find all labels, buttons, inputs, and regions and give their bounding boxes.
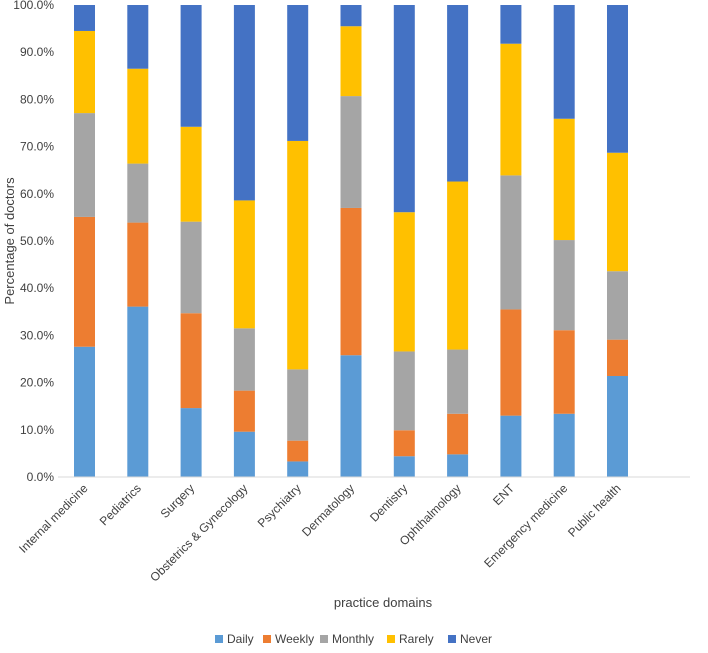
bar-segment-never bbox=[340, 5, 362, 27]
y-tick-label: 40.0% bbox=[20, 281, 54, 295]
bar-segment-daily bbox=[393, 456, 415, 477]
x-category-label: Obstetrics & Gynecology bbox=[147, 481, 250, 584]
y-tick-label: 80.0% bbox=[20, 92, 54, 106]
bar-segment-rarely bbox=[180, 126, 202, 222]
bar-segment-weekly bbox=[127, 222, 149, 307]
bar-segment-daily bbox=[287, 461, 309, 477]
bar-segment-never bbox=[607, 5, 628, 153]
bar-segment-daily bbox=[180, 408, 202, 477]
y-axis-ticks: 0.0% 10.0% 20.0% 30.0% 40.0% 50.0% 60.0% 70.0% 8… bbox=[13, 0, 54, 484]
y-tick-label: 70.0% bbox=[20, 140, 54, 154]
y-tick-label: 50.0% bbox=[20, 234, 54, 248]
legend-swatch-daily bbox=[215, 635, 223, 643]
bars-group bbox=[74, 5, 628, 477]
bar-segment-never bbox=[127, 5, 149, 69]
bar-segment-weekly bbox=[74, 216, 95, 347]
legend-swatch-monthly bbox=[320, 635, 328, 643]
legend-swatch-rarely bbox=[387, 635, 395, 643]
bar-segment-weekly bbox=[607, 339, 628, 376]
y-tick-label: 10.0% bbox=[20, 423, 54, 437]
bar-segment-never bbox=[74, 5, 95, 31]
x-category-label: Surgery bbox=[158, 481, 198, 521]
bar-segment-weekly bbox=[500, 309, 522, 416]
x-category-label: Public health bbox=[565, 481, 623, 539]
bar-segment-monthly bbox=[340, 96, 362, 208]
bar-segment-daily bbox=[607, 375, 628, 477]
bar-segment-weekly bbox=[447, 413, 469, 455]
y-tick-label: 0.0% bbox=[27, 470, 55, 484]
bar-segment-daily bbox=[553, 413, 575, 477]
bar-segment-rarely bbox=[287, 140, 309, 370]
legend-label-never: Never bbox=[460, 632, 492, 646]
bar-segment-monthly bbox=[500, 175, 522, 310]
bar-segment-monthly bbox=[447, 349, 469, 414]
y-tick-label: 20.0% bbox=[20, 376, 54, 390]
bar-segment-never bbox=[180, 5, 202, 127]
bar-segment-never bbox=[393, 5, 415, 213]
legend-swatch-never bbox=[448, 635, 456, 643]
bar-segment-rarely bbox=[340, 26, 362, 97]
bar-segment-monthly bbox=[287, 369, 309, 441]
bar-segment-rarely bbox=[74, 30, 95, 114]
bar-segment-monthly bbox=[393, 351, 415, 431]
bar-segment-daily bbox=[233, 431, 255, 477]
y-tick-label: 60.0% bbox=[20, 187, 54, 201]
x-axis-category-labels: Internal medicine Pediatrics SurgeryObstet… bbox=[16, 481, 624, 585]
bar-segment-monthly bbox=[233, 328, 255, 391]
y-tick-label: 90.0% bbox=[20, 45, 54, 59]
x-category-label: Internal medicine bbox=[16, 481, 91, 556]
x-category-label: Dentistry bbox=[367, 481, 410, 524]
bar-segment-monthly bbox=[180, 221, 202, 314]
y-axis-title: Percentage of doctors bbox=[2, 177, 17, 305]
x-category-label: ENT bbox=[490, 481, 517, 508]
x-category-label: Psychiatry bbox=[255, 481, 304, 530]
bar-segment-rarely bbox=[233, 200, 255, 329]
bar-segment-rarely bbox=[607, 152, 628, 272]
y-tick-label: 100.0% bbox=[13, 0, 54, 12]
legend: Daily Weekly Monthly Rarely Never bbox=[215, 632, 492, 646]
bar-segment-daily bbox=[127, 306, 149, 477]
bar-segment-rarely bbox=[553, 118, 575, 241]
bar-segment-daily bbox=[340, 355, 362, 477]
bar-segment-weekly bbox=[233, 390, 255, 432]
bar-segment-rarely bbox=[393, 212, 415, 352]
bar-segment-monthly bbox=[553, 240, 575, 331]
legend-label-daily: Daily bbox=[227, 632, 254, 646]
bar-segment-never bbox=[287, 5, 309, 141]
bar-segment-never bbox=[500, 5, 522, 44]
y-tick-label: 30.0% bbox=[20, 328, 54, 342]
x-category-label: Pediatrics bbox=[97, 481, 144, 528]
x-axis-title: practice domains bbox=[334, 595, 433, 610]
legend-label-rarely: Rarely bbox=[399, 632, 434, 646]
bar-segment-monthly bbox=[607, 271, 628, 340]
bar-segment-weekly bbox=[393, 430, 415, 457]
bar-segment-rarely bbox=[500, 43, 522, 176]
bar-segment-weekly bbox=[287, 440, 309, 462]
legend-swatch-weekly bbox=[263, 635, 271, 643]
bar-segment-monthly bbox=[127, 163, 149, 223]
bar-segment-daily bbox=[74, 346, 95, 477]
bar-segment-never bbox=[447, 5, 469, 182]
bar-segment-weekly bbox=[553, 330, 575, 414]
bar-segment-daily bbox=[447, 454, 469, 477]
bar-segment-daily bbox=[500, 415, 522, 477]
legend-label-weekly: Weekly bbox=[275, 632, 314, 646]
bar-segment-never bbox=[553, 5, 575, 119]
bar-segment-rarely bbox=[447, 181, 469, 350]
bar-segment-weekly bbox=[180, 313, 202, 409]
bar-segment-rarely bbox=[127, 68, 149, 164]
bar-segment-never bbox=[233, 5, 255, 201]
legend-label-monthly: Monthly bbox=[332, 632, 374, 646]
bar-segment-weekly bbox=[340, 207, 362, 356]
x-category-label: Dermatology bbox=[299, 481, 357, 539]
bar-segment-monthly bbox=[74, 113, 95, 217]
